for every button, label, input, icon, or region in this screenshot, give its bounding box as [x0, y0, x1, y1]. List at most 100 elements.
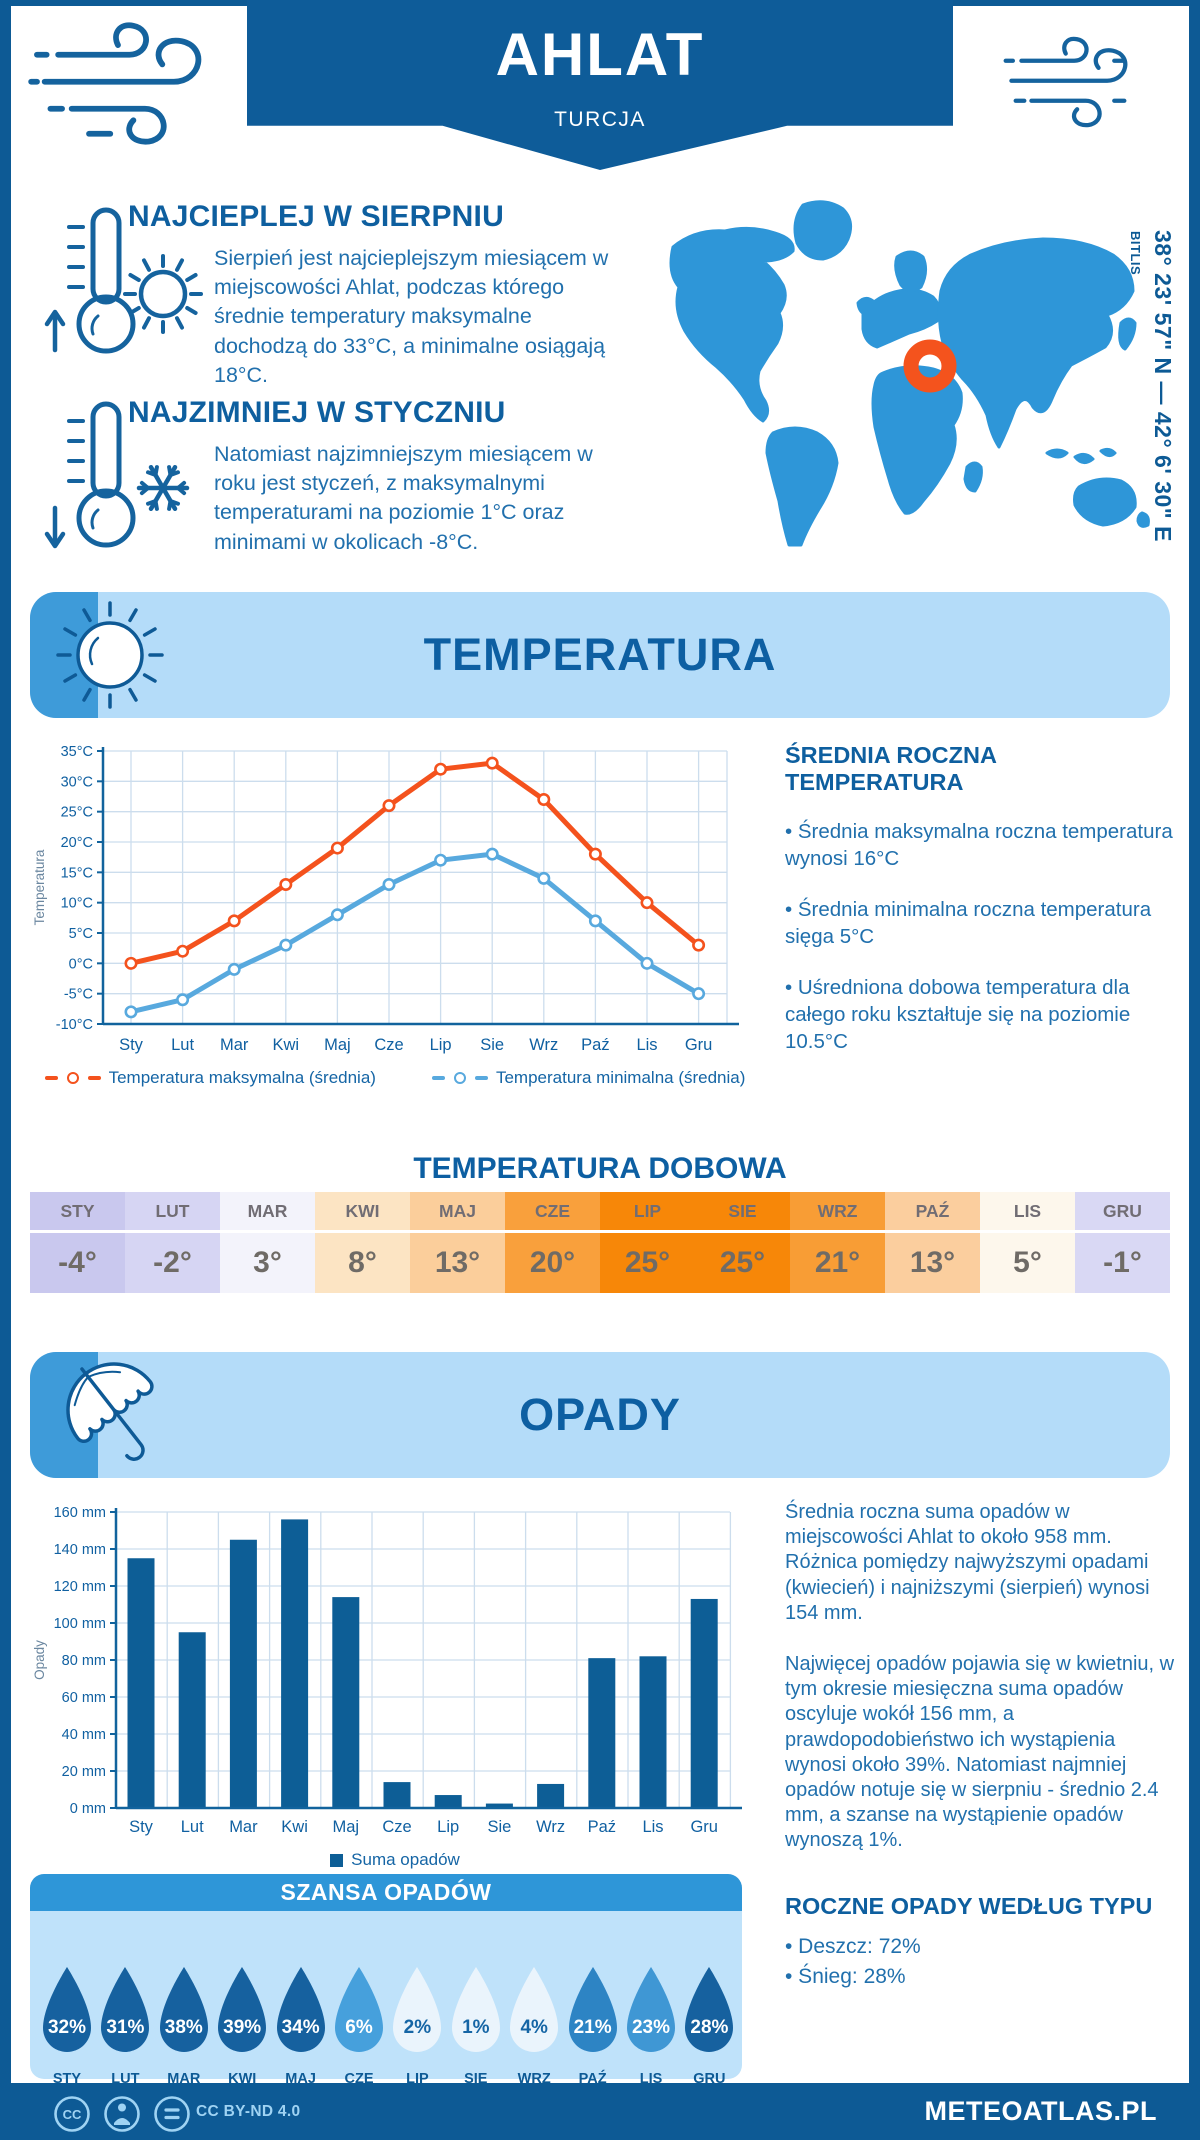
svg-text:Mar: Mar: [229, 1818, 258, 1836]
svg-text:10°C: 10°C: [61, 896, 93, 912]
svg-text:15°C: 15°C: [61, 865, 93, 881]
precip-paragraph: Średnia roczna suma opadów w miejscowośc…: [785, 1501, 1150, 1624]
table-column: LIS 5°: [980, 1192, 1075, 1293]
svg-text:Lis: Lis: [642, 1818, 663, 1836]
rain-chance-value: 39%: [223, 2017, 262, 2038]
rain-chance-value: 28%: [690, 2017, 729, 2038]
rain-chance-item: 21% PAŹ: [567, 1965, 619, 2087]
svg-text:CC: CC: [63, 2107, 82, 2122]
svg-text:Kwi: Kwi: [281, 1818, 308, 1836]
temperature-line-chart: Temperatura 35°C 30°C 25°C 20°C 15°C 10°C 5°C 0°…: [32, 744, 739, 1054]
svg-text:Kwi: Kwi: [273, 1036, 300, 1054]
precip-type-item: • Deszcz: 72%: [785, 1935, 921, 1958]
svg-text:Gru: Gru: [690, 1818, 718, 1836]
rain-chance-month: LUT: [111, 2071, 140, 2087]
rain-chance-month: LIP: [406, 2071, 429, 2087]
coordinates-label: 38° 23' 57" N — 42° 6' 30" E: [1150, 230, 1176, 542]
temperature-stats: ŚREDNIA ROCZNA TEMPERATURA • Średnia mak…: [785, 742, 1177, 1079]
raindrop-icon: [685, 1967, 734, 2052]
rain-chance-value: 23%: [631, 2017, 671, 2038]
map-europe: [861, 288, 941, 349]
raindrop-icon: [218, 1967, 267, 2052]
coldest-body: Natomiast najzimniejszym miesiącem w rok…: [214, 442, 593, 554]
warmest-heading: NAJCIEPLEJ W SIERPNIU: [128, 200, 504, 233]
rain-chance-value: 1%: [462, 2017, 490, 2038]
table-column: WRZ 21°: [790, 1192, 885, 1293]
svg-text:Wrz: Wrz: [529, 1036, 558, 1054]
svg-text:Lip: Lip: [430, 1036, 452, 1054]
map-north-america: [669, 226, 795, 423]
svg-text:30°C: 30°C: [61, 774, 93, 790]
precipitation-band: OPADY: [30, 1352, 1170, 1478]
svg-text:120 mm: 120 mm: [54, 1579, 106, 1595]
legend-marker-line: [474, 1076, 488, 1080]
raindrop-icon: [451, 1967, 500, 2052]
table-month-header: WRZ: [790, 1192, 885, 1233]
precipitation-bar-chart: Opady 0 mm 20 mm 40 mm 60 mm 80 mm 100 mm 120 m…: [32, 1505, 742, 1836]
rain-chance-item: 34% MAJ: [275, 1965, 327, 2087]
cc-nd-icon: [154, 2096, 190, 2132]
wind-icon-left: [28, 22, 202, 145]
svg-text:Lis: Lis: [636, 1036, 657, 1054]
daily-temperature-title: TEMPERATURA DOBOWA: [413, 1152, 787, 1185]
rain-chance-month: CZE: [344, 2071, 374, 2087]
table-temp-value: 13°: [434, 1246, 481, 1279]
table-temp-value: 25°: [719, 1246, 766, 1279]
raindrop-icon: [159, 1967, 208, 2052]
legend-label: Temperatura maksymalna (średnia): [108, 1068, 376, 1087]
rain-chance-month: MAJ: [285, 2071, 316, 2087]
svg-text:60 mm: 60 mm: [62, 1690, 106, 1706]
svg-text:-10°C: -10°C: [56, 1017, 93, 1033]
legend-marker-dot: [453, 1072, 466, 1084]
header-ribbon: AHLAT TURCJA: [247, 0, 953, 170]
map-south-america: [765, 426, 839, 547]
rain-chance-value: 32%: [47, 2017, 87, 2038]
raindrop-icon: [335, 1967, 383, 2052]
rain-chance-item: 32% STY: [41, 1965, 93, 2087]
rain-chance-item: 28% GRU: [683, 1965, 735, 2087]
rain-chance-month: GRU: [693, 2071, 726, 2087]
svg-text:Paź: Paź: [581, 1036, 609, 1054]
table-temp-value: 8°: [348, 1246, 377, 1279]
svg-text:Lut: Lut: [181, 1818, 204, 1836]
precipitation-band-title: OPADY: [519, 1389, 681, 1440]
table-temp-value: -2°: [153, 1246, 192, 1279]
rain-chance-month: LIS: [639, 2071, 663, 2087]
rain-chance-title: SZANSA OPADÓW: [30, 1874, 742, 1911]
svg-text:Maj: Maj: [333, 1818, 360, 1836]
table-temp-value: -4°: [58, 1246, 97, 1279]
table-temp-value: 21°: [814, 1246, 861, 1279]
left-border: [0, 0, 11, 2140]
legend-marker-square: [330, 1853, 344, 1867]
svg-text:20°C: 20°C: [61, 835, 93, 851]
legend-marker-line: [87, 1076, 101, 1080]
rain-chance-drops: 32% STY 31% LUT 38% MAR 39% KWI 34% MAJ 6% CZE 2% LIP…: [30, 1911, 742, 2087]
umbrella-icon: [66, 1362, 154, 1461]
rain-chance-value: 4%: [520, 2017, 548, 2038]
rain-chance-month: PAŹ: [578, 2071, 607, 2087]
precipitation-type-heading: ROCZNE OPADY WEDŁUG TYPU: [785, 1893, 1153, 1919]
table-month-header: MAR: [220, 1192, 315, 1233]
location-marker: [903, 339, 957, 393]
temp-table: STY -4° LUT -2° MAR 3° KWI 8° MAJ 13° CZE 20° LIP 25°…: [30, 1192, 1170, 1293]
svg-text:5°C: 5°C: [69, 926, 93, 942]
svg-text:Sie: Sie: [480, 1036, 504, 1054]
rain-chance-panel: SZANSA OPADÓW 32% STY 31% LUT 38% MAR 39% KWI 34…: [30, 1874, 742, 2087]
cc-person-icon: [104, 2096, 140, 2132]
rain-chance-item: 6% CZE: [333, 1965, 385, 2087]
svg-text:Gru: Gru: [685, 1036, 713, 1054]
cc-license-icons: CC: [54, 2096, 190, 2132]
page-subtitle: TURCJA: [554, 108, 646, 131]
rain-chance-item: 1% SIE: [450, 1965, 502, 2087]
wind-icon-right: [1003, 36, 1128, 128]
rain-chance-value: 6%: [345, 2017, 373, 2038]
table-column: MAR 3°: [220, 1192, 315, 1293]
rain-chance-value: 34%: [281, 2017, 320, 2038]
thermometer-sun-icon: [44, 207, 203, 354]
svg-text:25°C: 25°C: [61, 805, 93, 821]
table-column: LUT -2°: [125, 1192, 220, 1293]
table-month-header: GRU: [1075, 1192, 1170, 1233]
svg-text:20 mm: 20 mm: [62, 1764, 106, 1780]
table-month-header: PAŹ: [885, 1192, 980, 1233]
